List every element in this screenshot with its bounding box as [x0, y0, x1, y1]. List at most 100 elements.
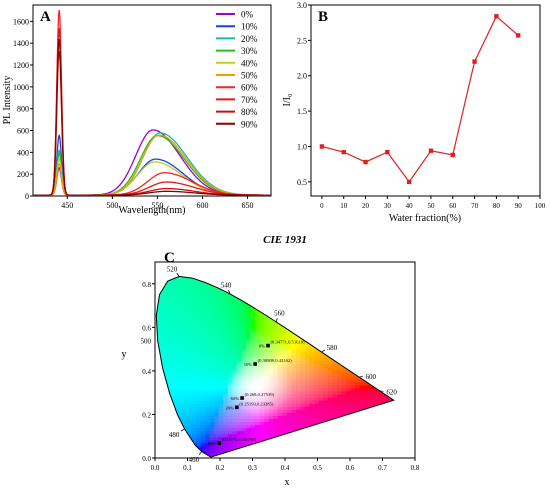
cie-color-cell [168, 333, 174, 337]
cie-color-cell [250, 427, 256, 432]
cie-color-cell [246, 439, 252, 444]
cie-color-cell [359, 393, 365, 398]
cie-color-cell [255, 451, 261, 456]
cie-color-cell [246, 293, 252, 298]
cie-color-cell [387, 412, 393, 416]
cie-color-cell [218, 378, 224, 383]
cie-color-cell [323, 363, 329, 368]
cie-color-cell [355, 424, 361, 429]
cie-color-cell [364, 390, 370, 395]
cie-color-cell [323, 329, 329, 334]
cie-color-cell [282, 296, 288, 301]
cie-color-cell [300, 369, 306, 374]
cie-color-cell [355, 305, 361, 310]
cie-color-cell [241, 424, 247, 429]
cie-color-cell [250, 302, 256, 307]
cie-color-cell [391, 409, 394, 413]
cie-color-cell [337, 445, 343, 450]
cie-color-cell [327, 317, 334, 322]
cie-color-cell [186, 317, 192, 322]
cie-color-cell [200, 384, 206, 389]
cie-color-cell [177, 387, 183, 392]
cie-color-cell [259, 336, 265, 340]
cie-color-cell [205, 363, 211, 368]
cie-color-cell [350, 323, 356, 328]
cie-color-cell [236, 293, 243, 298]
cie-color-cell [246, 442, 252, 447]
cie-color-cell [327, 276, 334, 279]
cie-color-cell [159, 302, 165, 307]
cie-color-cell [341, 409, 347, 413]
cie-color-cell [318, 424, 324, 429]
cie-color-cell [337, 269, 342, 273]
cie-color-cell [250, 348, 256, 352]
cie-color-cell [341, 290, 347, 294]
cie-color-cell [346, 308, 352, 313]
cie-color-cell [209, 348, 215, 352]
cie-color-cell [200, 415, 206, 419]
panel-c-axes: 0.0 0.1 0.2 0.3 0.4 0.5 0.6 0.7 0.80.00.20.40.60… [141, 281, 420, 472]
cie-color-cell [182, 363, 188, 368]
cie-color-cell [177, 302, 183, 307]
cie-color-cell [387, 284, 393, 288]
cie-color-cell [309, 436, 315, 441]
cie-color-cell [291, 451, 297, 456]
cie-color-cell [359, 345, 365, 349]
cie-color-cell [355, 381, 361, 386]
cie-color-cell [218, 354, 224, 358]
cie-color-cell [232, 445, 238, 450]
cie-color-cell [382, 336, 388, 340]
cie-color-cell [314, 308, 320, 313]
cie-color-cell [382, 351, 388, 355]
cie-color-cell [296, 445, 302, 450]
cie-color-cell [364, 451, 370, 456]
cie-color-cell [314, 433, 320, 438]
cie-color-cell [337, 439, 343, 444]
cie-color-cell [364, 421, 370, 426]
cie-color-cell [337, 390, 343, 395]
cie-color-cell [282, 320, 288, 325]
cie-color-cell [364, 339, 370, 343]
cie-color-cell [186, 393, 192, 398]
cie-color-cell [168, 287, 174, 291]
cie-color-cell [195, 400, 202, 404]
cie-color-cell [387, 360, 393, 365]
cie-color-cell [396, 412, 401, 416]
cie-color-cell [264, 323, 270, 328]
cie-color-cell [182, 442, 188, 447]
cie-color-cell [364, 323, 370, 328]
panel-c-ytick-label: 0.8 [142, 281, 151, 289]
cie-color-cell [318, 317, 324, 322]
cie-color-cell [241, 354, 247, 358]
cie-color-cell [305, 409, 311, 413]
cie-color-cell [164, 326, 170, 331]
cie-color-cell [401, 345, 406, 349]
cie-color-cell [355, 436, 361, 441]
cie-color-cell [382, 430, 388, 435]
cie-color-cell [318, 314, 324, 319]
cie-color-cell [300, 433, 306, 438]
cie-color-cell [177, 342, 183, 346]
cie-color-cell [286, 415, 293, 419]
cie-color-cell [214, 314, 220, 319]
cie-color-cell [346, 384, 352, 389]
cie-color-cell [209, 354, 215, 358]
cie-color-cell [355, 336, 361, 340]
cie-color-cell [396, 363, 401, 367]
cie-color-cell [396, 315, 401, 319]
cie-color-cell [209, 287, 215, 291]
panel-b-plot-frame [310, 4, 541, 197]
cie-color-cell [373, 329, 379, 334]
cie-color-cell [364, 281, 370, 285]
cie-color-cell [273, 269, 278, 273]
cie-color-cell [264, 433, 270, 438]
cie-color-cell [236, 299, 243, 304]
cie-color-cell [246, 354, 252, 358]
cie-color-cell [396, 330, 401, 334]
cie-color-cell [177, 290, 183, 294]
cie-color-cell [368, 348, 374, 352]
cie-color-cell [191, 333, 197, 337]
cie-color-cell [359, 397, 365, 401]
cie-color-cell [264, 436, 270, 441]
cie-color-cell [382, 320, 388, 325]
